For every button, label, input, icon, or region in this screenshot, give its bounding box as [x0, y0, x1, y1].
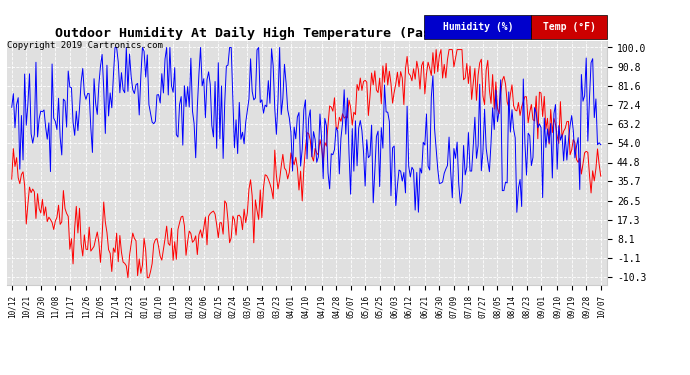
Text: Copyright 2019 Cartronics.com: Copyright 2019 Cartronics.com	[7, 41, 163, 50]
Text: Humidity (%): Humidity (%)	[442, 22, 513, 32]
Title: Outdoor Humidity At Daily High Temperature (Past Year) 20191012: Outdoor Humidity At Daily High Temperatu…	[55, 27, 559, 40]
Text: Temp (°F): Temp (°F)	[543, 22, 595, 32]
